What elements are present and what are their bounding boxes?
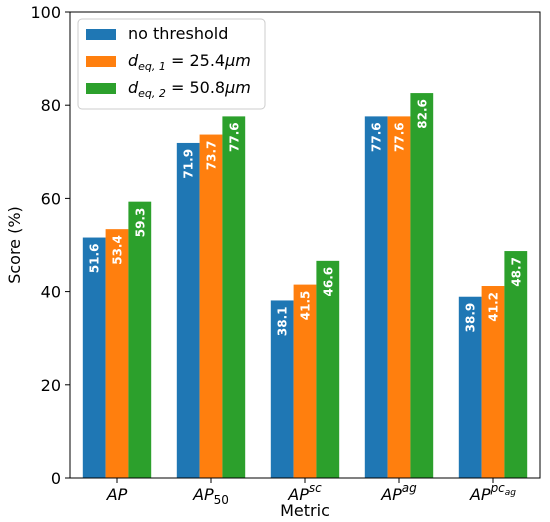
legend-swatch: [86, 56, 116, 67]
bar: [458, 296, 482, 478]
bar: [199, 134, 223, 479]
bar-value-label: 46.6: [321, 267, 335, 297]
x-axis-title: Metric: [280, 501, 330, 520]
bar: [504, 251, 528, 478]
bar: [105, 229, 129, 478]
y-tick-label: 0: [51, 469, 61, 488]
bar: [481, 286, 505, 478]
bars-layer: [82, 93, 528, 479]
bar-value-label: 82.6: [415, 99, 429, 129]
bar: [387, 116, 411, 478]
legend-swatch: [86, 83, 116, 94]
bar: [410, 93, 434, 479]
x-tick-label: AP50: [192, 485, 229, 507]
bar: [222, 116, 246, 478]
bar: [270, 300, 294, 478]
bar-value-label: 41.5: [299, 291, 313, 321]
bar-value-label: 73.7: [205, 141, 219, 171]
x-tick-label: APag: [380, 481, 417, 504]
y-axis-title: Score (%): [5, 206, 24, 284]
y-tick-label: 20: [41, 376, 61, 395]
legend-frame: [77, 18, 266, 110]
bar-value-label: 77.6: [227, 122, 241, 152]
bar-value-label: 48.7: [509, 257, 523, 287]
bar-value-label: 53.4: [111, 235, 125, 265]
y-tick-label: 100: [30, 3, 61, 22]
legend-entry-label: deq, 1 = 25.4μm: [128, 51, 251, 73]
bar-value-label: 51.6: [88, 244, 102, 274]
bar-value-label: 38.9: [464, 303, 478, 333]
x-axis: AP AP50 APsc APag APpcag: [106, 478, 516, 507]
legend: no threshold deq, 1 = 25.4μm deq, 2 = 50.8…: [77, 18, 266, 110]
bar-value-label: 38.1: [276, 306, 290, 336]
bar-value-label: 59.3: [133, 208, 147, 238]
bar: [316, 260, 340, 478]
bar: [293, 284, 317, 478]
bar: [128, 201, 152, 479]
legend-swatch: [86, 29, 116, 40]
x-tick-label: AP: [106, 485, 128, 504]
y-axis: 0 20 40 60 80 100: [30, 3, 70, 488]
bar-value-label: 71.9: [182, 149, 196, 179]
y-tick-label: 40: [41, 283, 61, 302]
bar: [82, 237, 106, 478]
legend-entry-label: no threshold: [128, 24, 228, 43]
bar: [176, 142, 200, 479]
x-tick-label: APsc: [287, 481, 322, 504]
y-tick-label: 80: [41, 96, 61, 115]
bar: [364, 116, 388, 478]
legend-entry-label: deq, 2 = 50.8μm: [128, 78, 251, 100]
bar-value-label: 41.2: [487, 292, 501, 322]
x-tick-label: APpcag: [469, 481, 516, 504]
bar-value-label: 77.6: [393, 122, 407, 152]
y-tick-label: 60: [41, 189, 61, 208]
bar-labels-layer: 51.6 53.4 59.3 71.9 73.7 77.6 38.1 41.5 46.6 77.6…: [88, 99, 524, 336]
bar-value-label: 77.6: [370, 122, 384, 152]
